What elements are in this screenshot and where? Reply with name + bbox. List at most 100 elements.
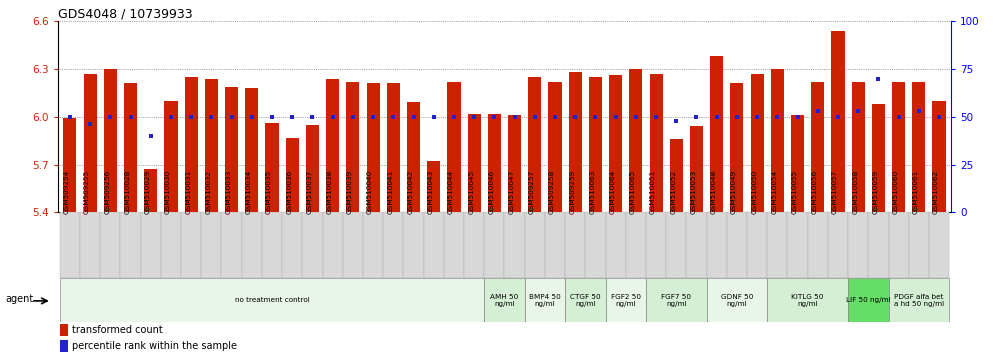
Point	[668, 118, 684, 124]
Bar	[326, 79, 340, 212]
Bar	[666, 212, 686, 278]
Bar	[589, 77, 602, 212]
Bar	[811, 82, 825, 212]
Text: GSM510060: GSM510060	[892, 170, 898, 215]
Bar	[706, 212, 727, 278]
Text: GSM510050: GSM510050	[751, 170, 757, 215]
Point	[769, 114, 785, 120]
Bar	[303, 212, 323, 278]
Bar	[808, 212, 828, 278]
Bar	[64, 118, 77, 212]
Bar	[144, 170, 157, 212]
Bar	[484, 278, 525, 322]
Text: GSM510029: GSM510029	[144, 170, 150, 215]
Bar	[60, 340, 68, 353]
Point	[163, 114, 179, 120]
Bar	[788, 212, 808, 278]
Point	[82, 122, 98, 127]
Bar	[484, 212, 504, 278]
Bar	[504, 212, 525, 278]
Bar	[771, 69, 784, 212]
Point	[830, 114, 846, 120]
Bar	[104, 69, 117, 212]
Text: GSM510048: GSM510048	[711, 170, 717, 215]
Bar	[549, 82, 562, 212]
Point	[123, 114, 138, 120]
Bar	[669, 139, 683, 212]
Bar	[686, 212, 706, 278]
Text: GSM510054: GSM510054	[771, 170, 777, 215]
Point	[568, 114, 584, 120]
Bar	[60, 278, 484, 322]
Text: GSM510062: GSM510062	[933, 170, 939, 215]
Bar	[84, 74, 97, 212]
Point	[648, 114, 664, 120]
Bar	[201, 212, 221, 278]
Bar	[912, 82, 925, 212]
Point	[305, 114, 321, 120]
Bar	[184, 77, 198, 212]
Bar	[610, 75, 622, 212]
Bar	[869, 212, 888, 278]
Text: GSM509257: GSM509257	[529, 170, 535, 215]
Bar	[525, 212, 545, 278]
Bar	[266, 123, 279, 212]
Bar	[525, 278, 565, 322]
Bar	[888, 212, 908, 278]
Point	[466, 114, 482, 120]
Text: GSM510040: GSM510040	[368, 170, 374, 215]
Point	[749, 114, 765, 120]
Point	[608, 114, 623, 120]
Point	[486, 114, 502, 120]
Text: GSM510061: GSM510061	[913, 170, 919, 215]
Point	[507, 114, 523, 120]
Bar	[282, 212, 303, 278]
Text: GSM510065: GSM510065	[629, 170, 635, 215]
Point	[890, 114, 906, 120]
Text: GSM510051: GSM510051	[650, 170, 656, 215]
Bar	[751, 74, 764, 212]
Bar	[306, 125, 319, 212]
Bar	[932, 101, 945, 212]
Text: GSM510034: GSM510034	[246, 170, 252, 215]
Text: GSM510033: GSM510033	[226, 170, 232, 215]
Text: GDS4048 / 10739933: GDS4048 / 10739933	[58, 7, 192, 20]
Point	[851, 108, 867, 114]
Bar	[606, 278, 646, 322]
Point	[142, 133, 158, 139]
Bar	[710, 56, 723, 212]
Point	[385, 114, 401, 120]
Bar	[488, 114, 501, 212]
Text: GSM509259: GSM509259	[570, 170, 576, 215]
Point	[446, 114, 462, 120]
Point	[325, 114, 341, 120]
Bar	[140, 212, 161, 278]
Text: GSM510028: GSM510028	[124, 170, 130, 215]
Point	[366, 114, 381, 120]
Bar	[427, 161, 440, 212]
Text: GSM510041: GSM510041	[387, 170, 393, 215]
Text: GSM510036: GSM510036	[286, 170, 292, 215]
Bar	[383, 212, 403, 278]
Bar	[347, 82, 360, 212]
Bar	[467, 114, 481, 212]
Text: no treatment control: no treatment control	[235, 297, 310, 303]
Bar	[649, 74, 662, 212]
Text: BMP4 50
ng/ml: BMP4 50 ng/ml	[529, 293, 561, 307]
Text: GSM510052: GSM510052	[670, 170, 676, 215]
Bar	[908, 212, 929, 278]
Text: FGF7 50
ng/ml: FGF7 50 ng/ml	[661, 293, 691, 307]
Bar	[60, 324, 68, 336]
Bar	[848, 278, 888, 322]
Text: LIF 50 ng/ml: LIF 50 ng/ml	[846, 297, 890, 303]
Point	[547, 114, 563, 120]
Text: GSM510058: GSM510058	[853, 170, 859, 215]
Bar	[848, 212, 869, 278]
Bar	[286, 137, 299, 212]
Point	[244, 114, 260, 120]
Bar	[60, 212, 80, 278]
Bar	[586, 212, 606, 278]
Point	[345, 114, 361, 120]
Point	[405, 114, 421, 120]
Point	[284, 114, 300, 120]
